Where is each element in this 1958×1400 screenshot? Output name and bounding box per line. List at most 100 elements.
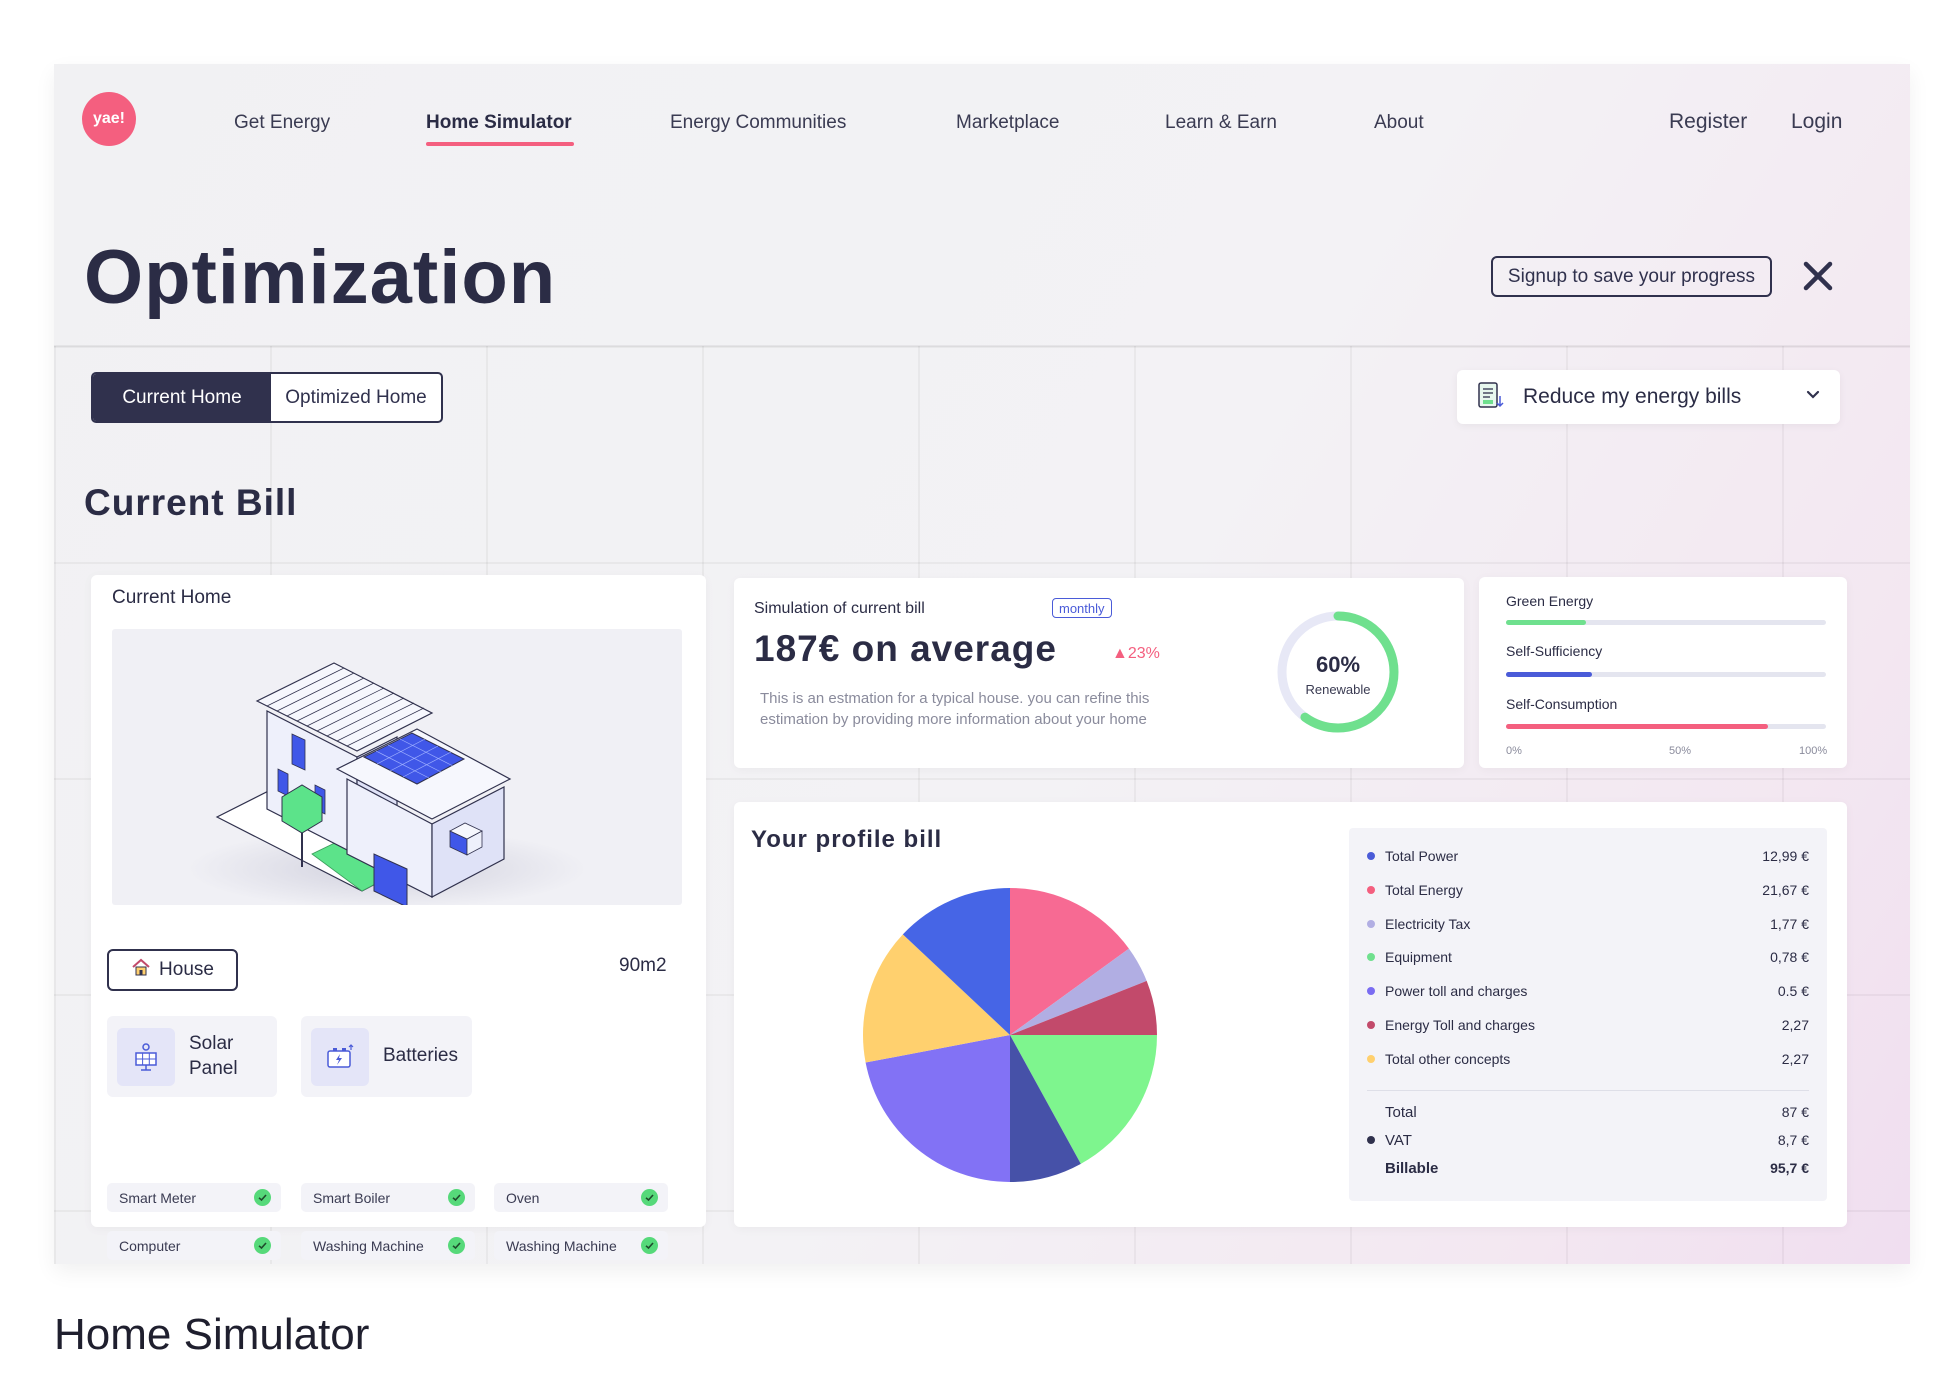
legend-row: Equipment 0,78 € [1367, 948, 1809, 966]
nav-get-energy[interactable]: Get Energy [234, 112, 331, 133]
legend-dot [1367, 953, 1375, 961]
total-name: Total [1385, 1103, 1417, 1121]
legend-value: 0,78 € [1770, 949, 1809, 965]
signup-button[interactable]: Signup to save your progress [1491, 256, 1772, 297]
app-window: yae! Get Energy Home Simulator Energy Co… [54, 64, 1910, 1264]
appliance-item[interactable]: Washing Machine [494, 1231, 668, 1260]
legend-row: Total Energy 21,67 € [1367, 881, 1809, 899]
appliance-label: Smart Boiler [313, 1189, 391, 1206]
legend-dot [1367, 886, 1375, 894]
appliance-label: Washing Machine [506, 1237, 617, 1254]
metric-label-self-sufficiency: Self-Sufficiency [1506, 643, 1603, 659]
billable-name: Billable [1385, 1159, 1439, 1177]
nav-learn-earn[interactable]: Learn & Earn [1165, 112, 1277, 133]
metric-track [1506, 672, 1826, 677]
legend-row: Total Power 12,99 € [1367, 847, 1809, 865]
bill-legend: Total Power 12,99 € Total Energy 21,67 €… [1349, 828, 1827, 1201]
feature-label: Batteries [383, 1045, 458, 1067]
home-type-button[interactable]: House [107, 949, 238, 991]
goal-value: Reduce my energy bills [1523, 385, 1742, 408]
toggle-optimized-home[interactable]: Optimized Home [285, 386, 427, 408]
feature-batteries[interactable]: Batteries [301, 1016, 472, 1097]
check-icon [641, 1189, 658, 1206]
legend-dot [1367, 920, 1375, 928]
legend-name: Total Energy [1385, 882, 1463, 898]
legend-value: 0.5 € [1777, 983, 1809, 999]
renewable-label: Renewable [1305, 682, 1371, 697]
bill-average: 187€ on average [754, 628, 1057, 669]
billable-row: Billable 95,7 € [1367, 1159, 1809, 1177]
axis-tick: 0% [1506, 745, 1522, 757]
close-icon[interactable] [1796, 254, 1840, 298]
appliance-item[interactable]: Computer [107, 1231, 281, 1260]
legend-name: Power toll and charges [1385, 983, 1528, 999]
metric-bar-self-consumption [1506, 724, 1769, 729]
pie-slice-6 [863, 934, 1010, 1063]
period-badge[interactable]: monthly [1052, 598, 1112, 618]
legend-value: 12,99 € [1762, 848, 1809, 864]
nav-energy-communities[interactable]: Energy Communities [670, 112, 847, 133]
appliance-label: Washing Machine [313, 1237, 424, 1254]
billable-value: 95,7 € [1770, 1160, 1809, 1176]
legend-value: 1,77 € [1770, 916, 1809, 932]
check-icon [254, 1237, 271, 1254]
appliance-item[interactable]: Smart Meter [107, 1183, 281, 1212]
legend-name: Total Power [1385, 848, 1459, 864]
profile-bill-card: Your profile bill Total Power 12,99 € To… [734, 802, 1847, 1227]
total-row: Total 87 € [1367, 1103, 1809, 1121]
toggle-current-home[interactable]: Current Home [93, 374, 271, 421]
nav-about[interactable]: About [1374, 112, 1424, 133]
total-value: 87 € [1781, 1104, 1809, 1120]
battery-icon [311, 1027, 369, 1086]
legend-row: Total other concepts 2,27 [1367, 1050, 1809, 1068]
renewable-percent: 60% [1315, 652, 1361, 677]
bill-description: This is an estmation for a typical house… [760, 690, 1150, 728]
feature-label: Panel [189, 1057, 238, 1079]
simulation-label: Simulation of current bill [754, 600, 925, 617]
caption: Home Simulator [54, 1310, 370, 1359]
legend-name: Energy Toll and charges [1385, 1017, 1535, 1033]
nav-home-simulator[interactable]: Home Simulator [426, 112, 572, 133]
register-link[interactable]: Register [1669, 110, 1748, 133]
legend-row: Energy Toll and charges 2,27 [1367, 1016, 1809, 1034]
legend-dot [1367, 987, 1375, 995]
metric-label-green-energy: Green Energy [1506, 593, 1594, 609]
metrics-card: Green Energy Self-Sufficiency Self-Consu… [1479, 577, 1847, 768]
house-icon [131, 957, 151, 983]
vat-value: 8,7 € [1777, 1132, 1809, 1148]
legend-name: Electricity Tax [1385, 916, 1471, 932]
axis-tick: 50% [1669, 745, 1692, 757]
legend-dot-spacer [1367, 1108, 1375, 1116]
login-link[interactable]: Login [1791, 110, 1843, 133]
legend-row: Electricity Tax 1,77 € [1367, 915, 1809, 933]
appliance-item[interactable]: Oven [494, 1183, 668, 1212]
goal-dropdown[interactable]: Reduce my energy bills [1457, 370, 1840, 424]
home-area: 90m2 [619, 955, 667, 976]
check-icon [254, 1189, 271, 1206]
legend-dot [1367, 1055, 1375, 1063]
logo[interactable]: yae! [82, 92, 136, 146]
pie-slice-4 [1010, 1035, 1081, 1182]
home-card: Current Home [91, 575, 706, 1260]
check-icon [448, 1237, 465, 1254]
appliance-item[interactable]: Smart Boiler [301, 1183, 475, 1212]
pie-slice-2 [1010, 980, 1157, 1035]
pie-chart [863, 888, 1157, 1182]
feature-solar-panel[interactable]: Solar Panel [107, 1016, 277, 1097]
legend-name: Equipment [1385, 949, 1452, 965]
home-card-title: Current Home [112, 587, 232, 608]
appliance-item[interactable]: Washing Machine [301, 1231, 475, 1260]
pie-slice-5 [865, 1035, 1010, 1182]
renewable-ring [1277, 611, 1399, 733]
metric-bar-green-energy [1506, 620, 1586, 625]
pie-slice-1 [1010, 948, 1147, 1035]
triangle-up-icon: ▲ [1112, 645, 1128, 662]
legend-dot [1367, 1021, 1375, 1029]
legend-value: 2,27 [1781, 1017, 1809, 1033]
pie-slice-7 [902, 888, 1010, 1035]
nav-marketplace[interactable]: Marketplace [956, 112, 1060, 133]
legend-value: 21,67 € [1762, 882, 1809, 898]
pie-slice-3 [1010, 1035, 1157, 1164]
divider [54, 345, 1910, 347]
renewable-arc [1277, 611, 1399, 733]
